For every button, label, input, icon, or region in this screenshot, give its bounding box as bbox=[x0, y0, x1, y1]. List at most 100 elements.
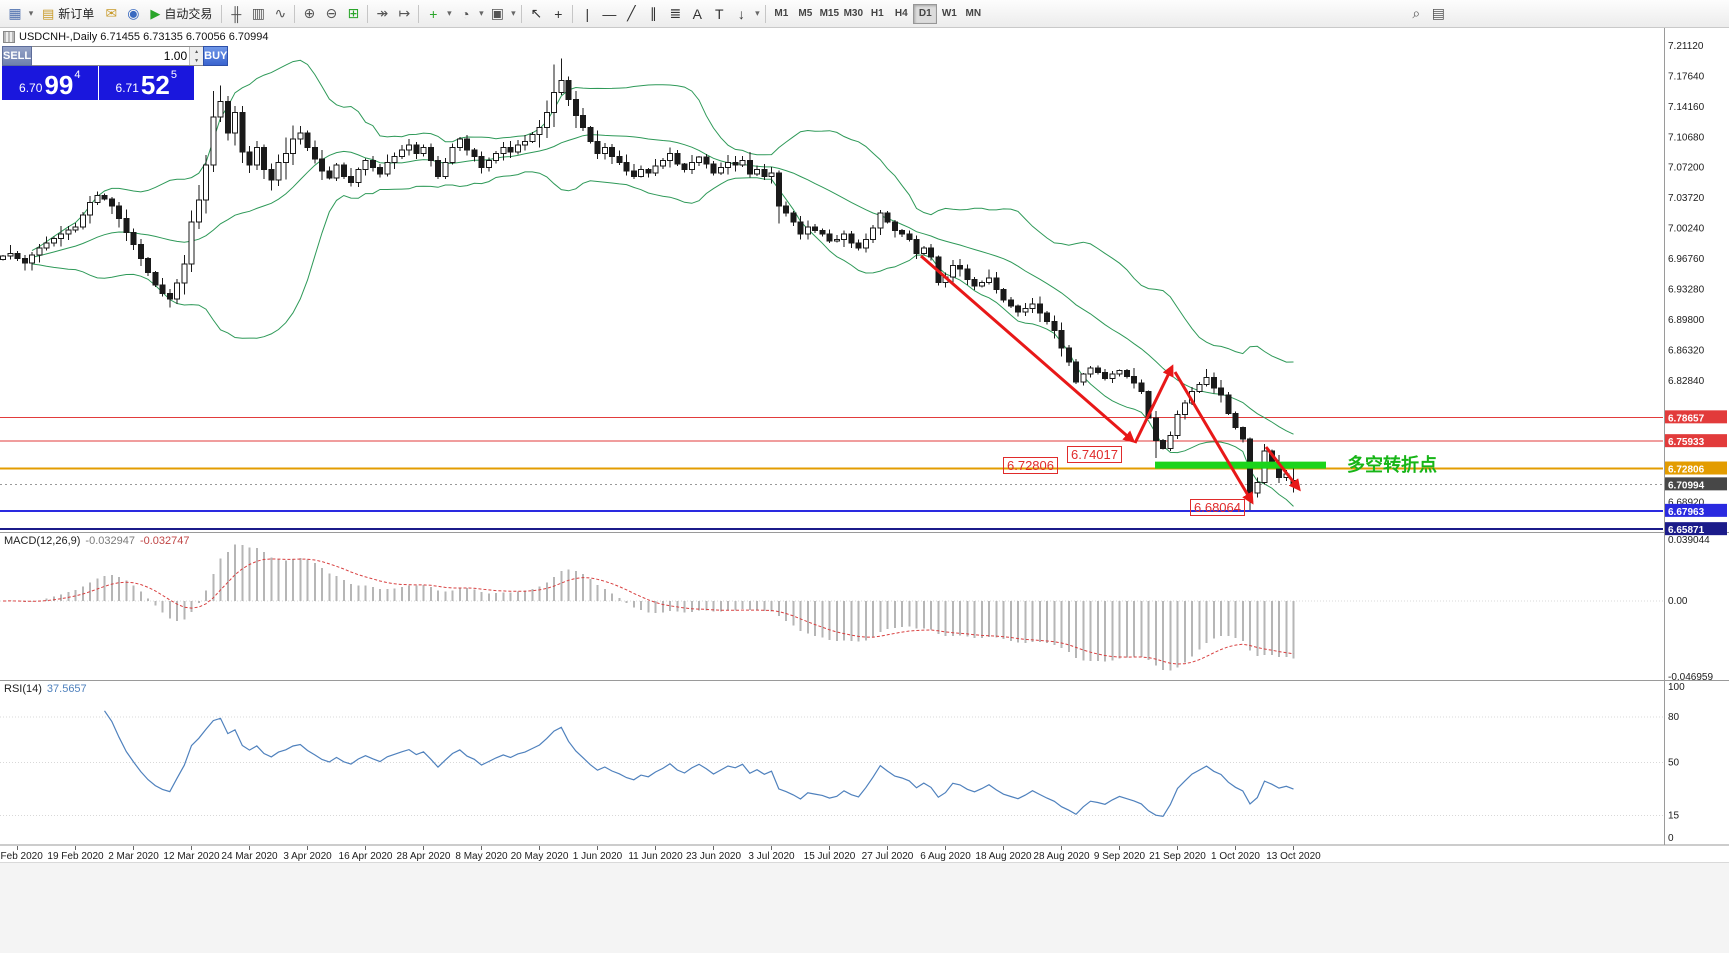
bar-chart-icon: ╫ bbox=[231, 5, 242, 22]
channel-icon[interactable]: ∥ bbox=[642, 3, 664, 25]
timeframe-m5-button[interactable]: M5 bbox=[798, 8, 813, 19]
sell-price-main: 6.70 bbox=[19, 81, 43, 95]
zoom-in-icon[interactable]: ⊕ bbox=[298, 3, 320, 25]
rsi-value: 37.5657 bbox=[46, 683, 87, 695]
horizontal-line-icon[interactable]: — bbox=[598, 3, 620, 25]
search-icon[interactable]: ⌕ bbox=[1405, 3, 1427, 25]
timeframe-m15-button[interactable]: M15 bbox=[819, 8, 840, 19]
sell-price-panel[interactable]: 6.70 99 4 bbox=[2, 66, 98, 100]
text-label-icon: T bbox=[715, 5, 724, 22]
volume-decrease-button[interactable]: ▼ bbox=[190, 56, 204, 65]
timeframe-d1-button[interactable]: D1 bbox=[913, 3, 938, 24]
vertical-line-icon[interactable]: | bbox=[576, 3, 598, 25]
buy-price-point: 5 bbox=[170, 69, 177, 81]
svg-text:6.75933: 6.75933 bbox=[1668, 437, 1705, 448]
svg-text:6.86320: 6.86320 bbox=[1668, 345, 1705, 356]
buy-price-panel[interactable]: 6.71 52 5 bbox=[98, 66, 194, 100]
toolbar-separator bbox=[418, 4, 420, 23]
periods-menu-icon: ▾ bbox=[479, 8, 484, 18]
objects-menu-icon[interactable]: ▾ bbox=[752, 3, 762, 25]
window-menu-icon[interactable]: ▾ bbox=[26, 3, 36, 25]
turning-point-annotation[interactable]: 多空转折点 bbox=[1347, 455, 1437, 475]
indicators-menu-icon[interactable]: ▾ bbox=[444, 3, 454, 25]
bar-chart-icon[interactable]: ╫ bbox=[225, 3, 247, 25]
svg-text:7.07200: 7.07200 bbox=[1668, 163, 1705, 174]
trendline-icon[interactable]: ╱ bbox=[620, 3, 642, 25]
volume-increase-button[interactable]: ▲ bbox=[190, 47, 204, 56]
svg-text:28 Apr 2020: 28 Apr 2020 bbox=[397, 851, 451, 862]
text-label-icon[interactable]: T bbox=[708, 3, 730, 25]
svg-text:-0.046959: -0.046959 bbox=[1668, 672, 1713, 683]
svg-text:6.70994: 6.70994 bbox=[1668, 480, 1705, 491]
svg-text:6.78657: 6.78657 bbox=[1668, 413, 1705, 424]
rsi-indicator-label: RSI(14) 37.5657 bbox=[4, 683, 87, 695]
indicators-menu-icon: ▾ bbox=[447, 8, 452, 18]
support-level-annotation[interactable]: 6.72806 bbox=[1003, 457, 1058, 474]
timeframe-h4-button[interactable]: H4 bbox=[894, 8, 908, 19]
sell-price-pips: 99 bbox=[44, 70, 74, 100]
timeframe-m30-button[interactable]: M30 bbox=[843, 8, 864, 19]
svg-text:6.65871: 6.65871 bbox=[1668, 525, 1705, 536]
toolbar-separator bbox=[367, 4, 369, 23]
svg-text:28 Aug 2020: 28 Aug 2020 bbox=[1033, 851, 1090, 862]
time-axis[interactable]: 7 Feb 2020 19 Feb 2020 2 Mar 2020 12 Mar 20… bbox=[0, 846, 1321, 862]
data-window-icon[interactable]: ▤ bbox=[1427, 3, 1449, 25]
volume-input[interactable] bbox=[32, 47, 190, 65]
mail-icon[interactable]: ✉ bbox=[100, 3, 122, 25]
channel-icon: ∥ bbox=[649, 5, 657, 21]
auto-scroll-icon[interactable]: ↠ bbox=[371, 3, 393, 25]
periods-icon[interactable]: ◔ bbox=[454, 3, 476, 25]
text-icon: A bbox=[692, 5, 702, 22]
autotrading-button-label: 自动交易 bbox=[164, 7, 213, 21]
candlestick-chart-icon[interactable]: ▥ bbox=[247, 3, 269, 25]
chart-objects[interactable] bbox=[920, 254, 1326, 505]
price-axis[interactable]: 7.21120 7.17640 7.14160 7.10680 7.07200 7.037… bbox=[1665, 41, 1727, 844]
toolbar-separator bbox=[765, 4, 767, 23]
symbol-ohlc-text: USDCNH-,Daily 6.71455 6.73135 6.70056 6.… bbox=[19, 31, 269, 43]
buy-button[interactable]: BUY bbox=[203, 46, 229, 66]
objects-menu-icon: ▾ bbox=[755, 8, 760, 18]
volume-field: ▲ ▼ bbox=[32, 46, 204, 66]
autotrading-button[interactable]: ▶ 自动交易 bbox=[144, 3, 218, 25]
candlestick-series bbox=[0, 58, 1297, 510]
swing-low-annotation[interactable]: 6.74017 bbox=[1067, 446, 1122, 463]
svg-text:7.10680: 7.10680 bbox=[1668, 132, 1705, 143]
cursor-icon[interactable]: ↖ bbox=[525, 3, 547, 25]
chart-shift-icon[interactable]: ↦ bbox=[393, 3, 415, 25]
arrows-icon[interactable]: ↓ bbox=[730, 3, 752, 25]
new-order-button[interactable]: ▤ 新订单 bbox=[36, 3, 100, 25]
sell-button[interactable]: SELL bbox=[2, 46, 33, 66]
macd-pane[interactable] bbox=[0, 544, 1663, 671]
timeframe-m1-button[interactable]: M1 bbox=[774, 8, 789, 19]
chart-window-icon[interactable]: ▦ bbox=[4, 3, 26, 25]
timeframe-w1-button[interactable]: W1 bbox=[941, 8, 957, 19]
svg-text:0.00: 0.00 bbox=[1668, 596, 1688, 607]
rsi-pane[interactable] bbox=[0, 710, 1663, 818]
timeframe-h1-button[interactable]: H1 bbox=[870, 8, 884, 19]
svg-text:6.67963: 6.67963 bbox=[1668, 507, 1705, 518]
sell-price-point: 4 bbox=[74, 69, 81, 81]
text-icon[interactable]: A bbox=[686, 3, 708, 25]
svg-text:6.96760: 6.96760 bbox=[1668, 254, 1705, 265]
price-pane[interactable] bbox=[0, 58, 1663, 531]
svg-text:7.00240: 7.00240 bbox=[1668, 224, 1705, 235]
tile-windows-icon[interactable]: ⊞ bbox=[342, 3, 364, 25]
svg-text:13 Oct 2020: 13 Oct 2020 bbox=[1266, 851, 1321, 862]
october-low-annotation[interactable]: 6.68064 bbox=[1190, 499, 1245, 516]
periods-menu-icon[interactable]: ▾ bbox=[476, 3, 486, 25]
templates-icon[interactable]: ▣ bbox=[486, 3, 508, 25]
svg-text:2 Mar 2020: 2 Mar 2020 bbox=[108, 851, 159, 862]
market-watch-icon[interactable]: ◉ bbox=[122, 3, 144, 25]
svg-text:8 May 2020: 8 May 2020 bbox=[455, 851, 508, 862]
crosshair-icon[interactable]: + bbox=[547, 3, 569, 25]
mail-icon: ✉ bbox=[105, 5, 118, 21]
line-chart-icon[interactable]: ∿ bbox=[269, 3, 291, 25]
svg-text:80: 80 bbox=[1668, 712, 1680, 723]
timeframe-mn-button[interactable]: MN bbox=[965, 8, 982, 19]
zoom-out-icon[interactable]: ⊖ bbox=[320, 3, 342, 25]
indicators-icon[interactable]: + bbox=[422, 3, 444, 25]
templates-menu-icon[interactable]: ▾ bbox=[508, 3, 518, 25]
fibonacci-icon[interactable]: ≣ bbox=[664, 3, 686, 25]
periods-icon: ◔ bbox=[461, 5, 470, 22]
